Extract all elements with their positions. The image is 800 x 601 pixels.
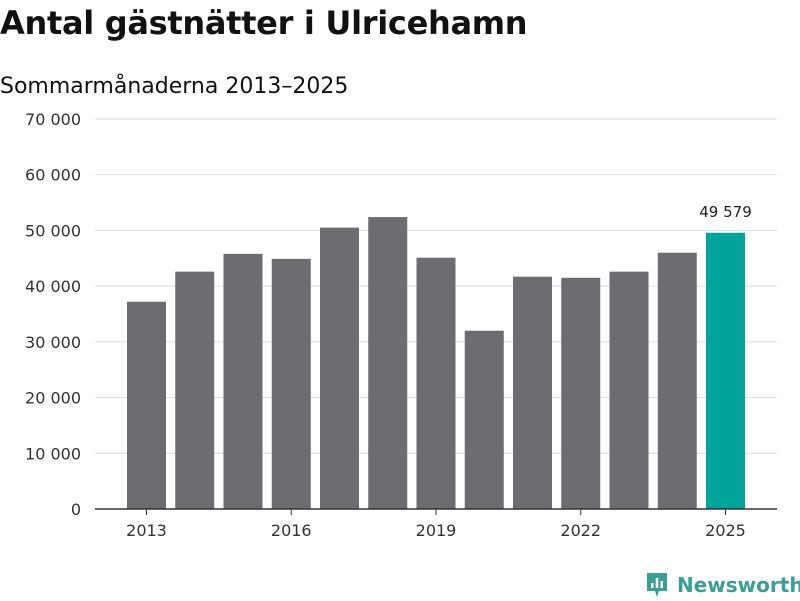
bar [657, 252, 697, 509]
bar [368, 217, 408, 510]
bar [513, 276, 552, 509]
x-tick-label: 2013 [126, 521, 167, 540]
bar [127, 301, 166, 509]
bar-highlight [706, 232, 745, 509]
bar [175, 271, 215, 509]
bar [464, 330, 504, 509]
y-tick-label: 40 000 [25, 277, 81, 296]
y-tick-label: 60 000 [25, 166, 81, 185]
bar [320, 227, 359, 509]
newsworthy-brand: Newsworthy [645, 569, 800, 601]
chart-title: Antal gästnätter i Ulricehamn [0, 4, 528, 42]
y-tick-label: 50 000 [25, 221, 81, 240]
bar [609, 271, 649, 509]
x-tick-label: 2019 [416, 521, 457, 540]
x-tick-label: 2022 [560, 521, 601, 540]
y-tick-label: 70 000 [25, 110, 81, 129]
bar [416, 257, 456, 509]
data-label: 49 579 [699, 203, 752, 221]
newsworthy-logo-icon [647, 573, 667, 597]
y-tick-label: 0 [71, 500, 81, 519]
bar [271, 258, 311, 509]
y-tick-label: 30 000 [25, 333, 81, 352]
chart-subtitle: Sommarmånaderna 2013–2025 [0, 74, 349, 99]
y-tick-label: 20 000 [25, 389, 81, 408]
brand-name: Newsworthy [677, 573, 800, 597]
bar [223, 253, 263, 509]
y-tick-label: 10 000 [25, 444, 81, 463]
bar [561, 277, 601, 509]
x-tick-label: 2025 [705, 521, 746, 540]
x-tick-label: 2016 [271, 521, 312, 540]
